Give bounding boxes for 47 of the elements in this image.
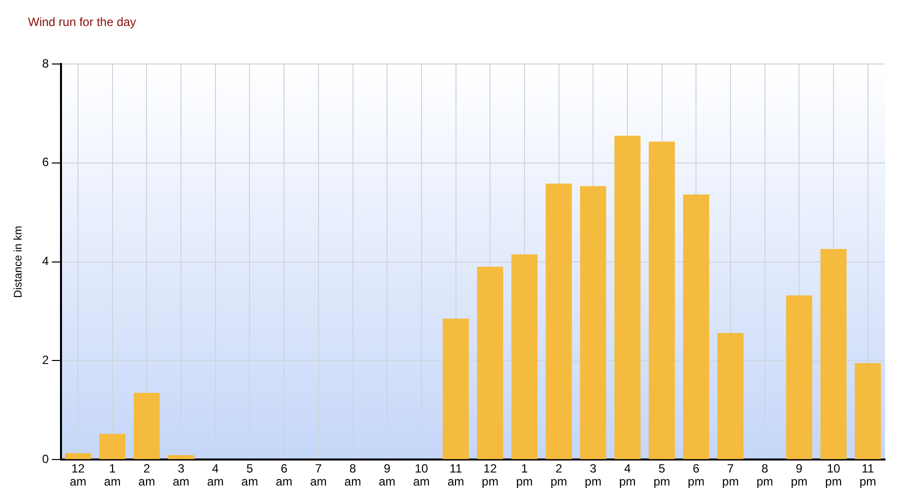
bar [717, 333, 744, 460]
bar [99, 434, 126, 460]
y-tick-label: 6 [42, 155, 50, 170]
bar [580, 186, 606, 460]
x-tick-label: 7 am [310, 462, 327, 489]
bar [683, 194, 710, 460]
x-tick-label: 9 am [378, 462, 396, 489]
y-tick-label: 4 [42, 254, 50, 268]
bar [168, 455, 194, 460]
x-tick-label: 12 pm [482, 462, 498, 489]
x-tick-label: 10 am [413, 462, 430, 489]
y-tick-label: 2 [42, 353, 50, 368]
bar [854, 363, 881, 460]
bar [64, 453, 92, 460]
x-tick-label: 5 pm [653, 462, 670, 489]
x-tick-label: 8 am [344, 462, 362, 489]
x-tick-label: 2 pm [550, 462, 568, 489]
bar [614, 136, 641, 460]
x-tick-label: 12 am [70, 462, 86, 489]
x-tick-label: 3 am [172, 462, 190, 489]
x-tick-label: 2 am [138, 462, 156, 489]
x-tick-label: 6 pm [688, 462, 704, 489]
x-tick-label: 4 pm [619, 462, 636, 489]
x-tick-label: 10 pm [825, 462, 842, 489]
bar [648, 142, 675, 460]
x-tick-label: 7 pm [722, 462, 739, 489]
x-tick-label: 6 am [276, 462, 292, 489]
y-tick-label: 8 [42, 56, 50, 70]
bar [820, 248, 847, 460]
x-tick-label: 11 am [447, 462, 464, 489]
x-tick-label: 1 pm [516, 462, 533, 489]
y-axis-title: Distance in km [12, 226, 25, 298]
x-tick-label: 9 pm [790, 462, 808, 489]
bar [511, 254, 538, 460]
bar [546, 184, 572, 460]
bar [442, 318, 469, 460]
y-tick-label: 0 [42, 452, 50, 466]
chart-title: Wind run for the day [28, 15, 136, 29]
x-tick-label: 4 am [207, 462, 224, 489]
x-tick-label: 1 am [104, 462, 121, 489]
bar [786, 295, 812, 460]
x-tick-label: 11 pm [859, 462, 876, 489]
x-tick-label: 3 pm [584, 462, 602, 489]
x-tick-label: 8 pm [756, 462, 774, 489]
bar [477, 266, 504, 460]
bar [134, 392, 160, 460]
x-tick-label: 5 am [241, 462, 258, 489]
